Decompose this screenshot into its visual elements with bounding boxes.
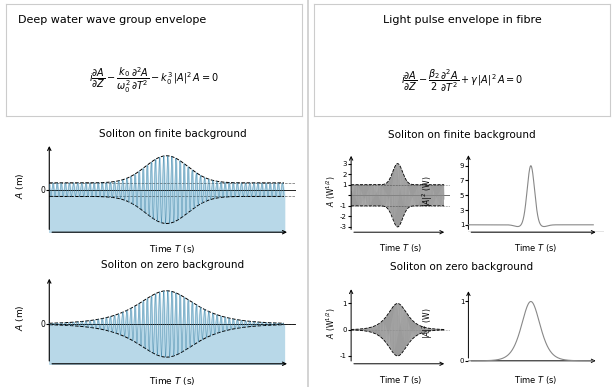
- Title: Soliton on finite background: Soliton on finite background: [99, 128, 246, 139]
- Text: $A$ (W$^{1/2}$): $A$ (W$^{1/2}$): [325, 176, 338, 207]
- Title: Soliton on zero background: Soliton on zero background: [101, 260, 244, 270]
- Text: $|A|^2$ (W): $|A|^2$ (W): [421, 307, 435, 339]
- Text: $i\dfrac{\partial A}{\partial Z} - \dfrac{\beta_2}{2}\dfrac{\partial^2 A}{\parti: $i\dfrac{\partial A}{\partial Z} - \dfra…: [401, 67, 523, 94]
- Text: Time $T$ (s): Time $T$ (s): [149, 375, 196, 387]
- Text: Deep water wave group envelope: Deep water wave group envelope: [18, 15, 206, 25]
- Text: $A$ (m): $A$ (m): [14, 304, 26, 330]
- Text: Time $T$ (s): Time $T$ (s): [379, 242, 422, 254]
- Text: Light pulse envelope in fibre: Light pulse envelope in fibre: [383, 15, 541, 25]
- Text: $A$ (W$^{1/2}$): $A$ (W$^{1/2}$): [325, 307, 338, 339]
- Text: Time $T$ (s): Time $T$ (s): [514, 373, 557, 385]
- Text: $A$ (m): $A$ (m): [14, 173, 26, 199]
- Text: Soliton on zero background: Soliton on zero background: [391, 262, 533, 272]
- Text: Time $T$ (s): Time $T$ (s): [149, 243, 196, 255]
- Text: $|A|^2$ (W): $|A|^2$ (W): [421, 176, 435, 207]
- Text: $i\dfrac{\partial A}{\partial Z} - \dfrac{k_0}{\omega_0^2}\dfrac{\partial^2 A}{\: $i\dfrac{\partial A}{\partial Z} - \dfra…: [89, 65, 219, 95]
- Text: Time $T$ (s): Time $T$ (s): [514, 242, 557, 254]
- Text: Time $T$ (s): Time $T$ (s): [379, 373, 422, 385]
- Text: Soliton on finite background: Soliton on finite background: [388, 130, 536, 140]
